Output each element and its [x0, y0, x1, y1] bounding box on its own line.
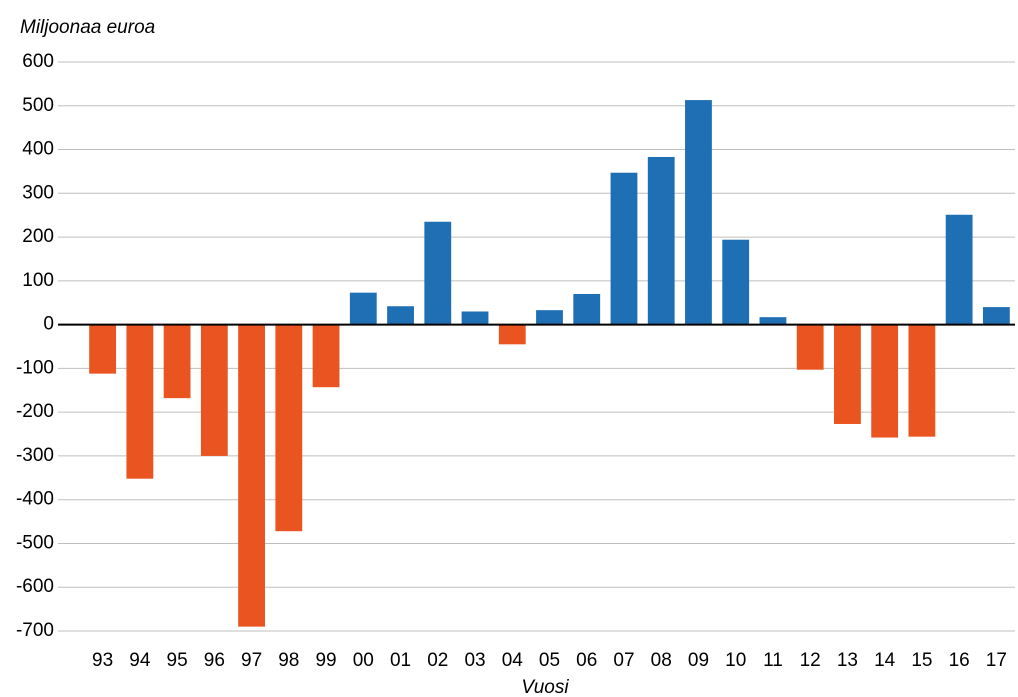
bar: [163, 324, 191, 399]
x-tick-label: 96: [204, 650, 225, 671]
bar: [834, 324, 861, 424]
bar: [89, 324, 117, 374]
bar: [387, 306, 414, 325]
bar: [685, 100, 712, 325]
bar: [238, 324, 265, 627]
y-tick-label: 200: [22, 226, 54, 247]
bar: [610, 172, 638, 325]
bar: [722, 239, 750, 325]
x-tick-label: 00: [353, 650, 374, 671]
x-tick-label: 10: [725, 650, 746, 671]
bar: [871, 324, 899, 438]
y-tick-label: -100: [16, 357, 54, 378]
x-tick-label: 07: [613, 650, 634, 671]
x-tick-label: 15: [911, 650, 932, 671]
bar: [982, 307, 1010, 325]
x-tick-label: 03: [464, 650, 485, 671]
x-tick-label: 02: [427, 650, 448, 671]
bar: [796, 324, 824, 370]
x-axis-label: Vuosi: [521, 677, 569, 697]
bar: [498, 324, 526, 345]
y-tick-label: 300: [22, 182, 54, 203]
x-tick-label: 16: [949, 650, 970, 671]
bar: [759, 317, 787, 325]
bar: [908, 324, 936, 437]
x-tick-label: 09: [688, 650, 709, 671]
y-tick-label: 0: [43, 314, 54, 335]
bar: [647, 156, 675, 325]
x-tick-label: 04: [502, 650, 524, 671]
x-tick-label: 98: [278, 650, 299, 671]
y-tick-label: -200: [16, 401, 54, 422]
x-tick-label: 06: [576, 650, 597, 671]
y-tick-label: -300: [16, 445, 54, 466]
bar: [275, 324, 303, 532]
bar: [573, 293, 601, 325]
x-tick-label: 05: [539, 650, 560, 671]
x-tick-label: 08: [651, 650, 672, 671]
x-tick-label: 01: [390, 650, 411, 671]
x-tick-label: 13: [837, 650, 858, 671]
y-tick-label: -400: [16, 489, 54, 510]
x-tick-label: 11: [763, 650, 783, 671]
y-tick-label: -600: [16, 576, 54, 597]
y-tick-label: 100: [22, 270, 54, 291]
y-tick-label: -700: [16, 620, 54, 641]
bar: [461, 311, 489, 325]
y-tick-label: -500: [16, 532, 54, 553]
bar: [200, 324, 228, 456]
x-tick-label: 14: [874, 650, 896, 671]
x-tick-label: 99: [315, 650, 336, 671]
x-tick-label: 95: [167, 650, 188, 671]
y-tick-label: 600: [22, 51, 54, 72]
bar: [536, 310, 563, 325]
y-tick-label: 400: [22, 139, 54, 160]
y-axis-label: Miljoonaa euroa: [20, 17, 155, 38]
x-tick-label: 94: [129, 650, 151, 671]
x-tick-label: 12: [800, 650, 821, 671]
x-tick-label: 93: [92, 650, 113, 671]
bar: [312, 324, 340, 388]
y-tick-label: 500: [22, 95, 54, 116]
bar: [424, 221, 452, 325]
x-tick-label: 17: [986, 650, 1007, 671]
x-tick-label: 97: [241, 650, 262, 671]
bar: [126, 324, 154, 479]
bar: [945, 214, 973, 325]
bar: [349, 292, 377, 325]
